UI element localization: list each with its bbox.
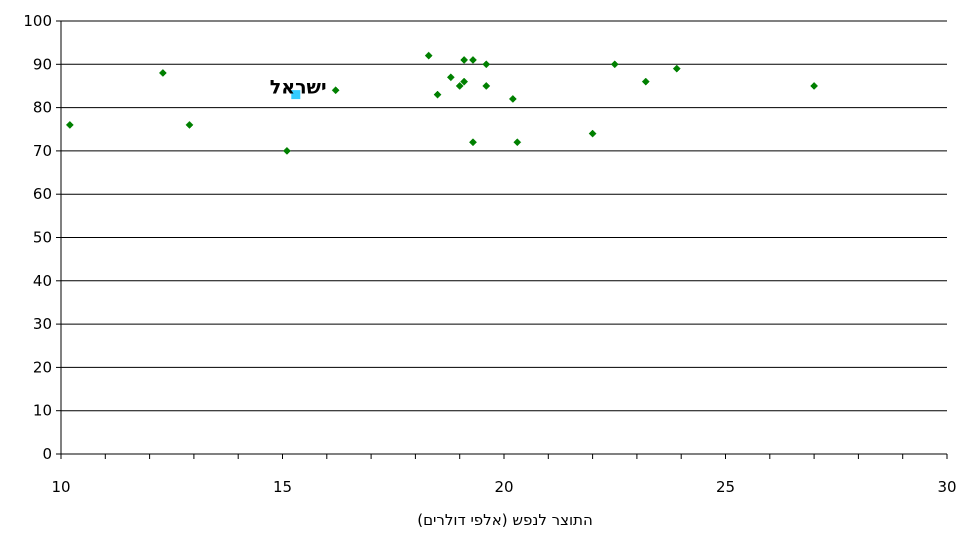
x-tick-label-20: 20 — [494, 478, 513, 496]
y-tick-label-70: 70 — [33, 142, 52, 160]
gridlines — [61, 20, 947, 412]
y-tick-label-50: 50 — [33, 229, 52, 247]
y-tick-label-0: 0 — [42, 445, 52, 463]
data-point — [482, 60, 491, 69]
data-point — [460, 56, 469, 64]
data-point — [641, 77, 650, 86]
data-point — [508, 94, 517, 103]
data-point — [469, 56, 477, 64]
y-tick-label-20: 20 — [33, 358, 52, 376]
data-point — [185, 120, 194, 129]
data-point — [588, 129, 597, 138]
data-point — [469, 138, 477, 147]
data-point — [282, 146, 291, 155]
data-point — [158, 69, 167, 77]
data-point — [455, 81, 464, 90]
y-tick-label-30: 30 — [33, 315, 52, 333]
data-point — [446, 73, 455, 82]
y-tick-label-40: 40 — [33, 272, 52, 290]
x-tick-label-15: 15 — [273, 478, 292, 496]
data-point-israel — [291, 90, 301, 100]
data-point — [433, 90, 442, 99]
data-point — [810, 81, 819, 90]
x-tick-label-25: 25 — [716, 478, 735, 496]
y-tick-label-80: 80 — [33, 99, 52, 117]
data-points — [65, 51, 819, 155]
annotation-label: ישראל — [270, 77, 327, 99]
data-point — [424, 51, 433, 60]
x-axis-title: התוצר לנפש (אלפי דולרים) — [417, 511, 593, 529]
y-tick-label-10: 10 — [33, 402, 52, 420]
y-tick-label-100: 100 — [23, 12, 52, 30]
tick-labels: 0 10 20 30 40 50 60 70 80 90 100 10 15 20 25 30 — [23, 12, 956, 496]
data-point — [672, 64, 681, 73]
y-tick-label-90: 90 — [33, 55, 52, 73]
data-point — [482, 81, 491, 90]
data-point — [513, 138, 522, 147]
data-point — [610, 60, 619, 69]
data-point — [460, 77, 469, 86]
data-point — [65, 120, 74, 129]
data-point — [331, 86, 340, 95]
axes — [56, 20, 948, 459]
x-tick-label-30: 30 — [937, 478, 956, 496]
x-tick-label-10: 10 — [51, 478, 70, 496]
annotations: ישראל — [270, 77, 327, 99]
y-tick-label-60: 60 — [33, 185, 52, 203]
